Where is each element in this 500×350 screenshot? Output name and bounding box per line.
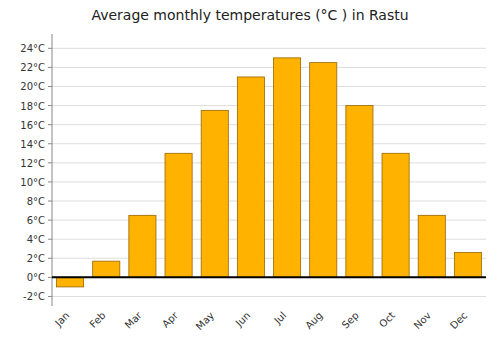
bar: [454, 253, 481, 278]
grid: [52, 48, 486, 296]
y-axis: -2°C 0°C 2°C 4°C 6°C 8°C 10°C 12°C 14°C 16°C 18°C 2…: [20, 34, 52, 306]
y-tick: [48, 239, 52, 240]
y-tick: [48, 201, 52, 202]
x-tick-label: Jul: [271, 310, 288, 327]
x-tick-label: Apr: [160, 309, 181, 330]
y-tick-label: 20°C: [20, 81, 45, 92]
x-tick-label: Jun: [233, 310, 253, 330]
y-tick-label: 22°C: [20, 62, 45, 73]
x-tick-label: May: [194, 310, 216, 332]
x-tick-label: Sep: [340, 310, 361, 331]
grid-line: [52, 48, 486, 49]
y-tick-label: 6°C: [27, 215, 45, 226]
grid-line: [52, 162, 486, 163]
y-tick-label: -2°C: [23, 291, 45, 302]
bar: [237, 77, 264, 277]
grid-line: [52, 86, 486, 87]
bar: [274, 58, 301, 278]
y-tick: [48, 258, 52, 259]
page: {"chart_data": {"type": "bar", "title": …: [0, 0, 500, 350]
x-tick-label: Aug: [303, 310, 325, 332]
y-tick: [48, 220, 52, 221]
grid-line: [52, 296, 486, 297]
x-axis: Jan Feb Mar Apr May Jun Jul Aug Sep Oct Nov Dec: [52, 309, 469, 332]
bar: [57, 277, 84, 287]
bar: [418, 215, 445, 277]
grid-line: [52, 201, 486, 202]
x-tick-label: Jan: [52, 310, 71, 329]
y-tick: [48, 105, 52, 106]
x-tick-label: Mar: [123, 309, 145, 331]
y-tick-label: 2°C: [27, 253, 45, 264]
chart-container: Average monthly temperatures (°C ) in Ra…: [0, 0, 500, 350]
x-tick-label: Feb: [87, 310, 107, 330]
bar: [165, 153, 192, 277]
y-tick: [48, 277, 52, 278]
grid-line: [52, 143, 486, 144]
y-tick: [48, 67, 52, 68]
zero-line: [52, 276, 486, 278]
title: Average monthly temperatures (°C ) in Ra…: [91, 7, 408, 23]
y-tick-label: 24°C: [20, 43, 45, 54]
y-tick: [48, 143, 52, 144]
y-tick: [48, 181, 52, 182]
grid-line: [52, 124, 486, 125]
y-tick: [48, 296, 52, 297]
bar: [382, 153, 409, 277]
bar: [346, 106, 373, 278]
y-axis-line: [52, 34, 53, 306]
y-tick-label: 12°C: [20, 158, 45, 169]
bars: [57, 58, 482, 287]
bar: [201, 110, 228, 277]
bar: [310, 63, 337, 278]
grid-line: [52, 105, 486, 106]
grid-line: [52, 277, 486, 278]
bar: [129, 215, 156, 277]
y-tick-label: 18°C: [20, 101, 45, 112]
grid-line: [52, 67, 486, 68]
y-tick-label: 16°C: [20, 120, 45, 131]
x-tick-label: Nov: [412, 310, 434, 332]
grid-line: [52, 181, 486, 182]
bar: [93, 261, 120, 277]
y-tick-label: 10°C: [20, 177, 45, 188]
y-tick-label: 4°C: [27, 234, 45, 245]
y-tick: [48, 86, 52, 87]
x-tick-label: Dec: [448, 310, 469, 331]
x-tick-label: Oct: [377, 310, 397, 330]
y-tick: [48, 48, 52, 49]
y-tick-label: 14°C: [20, 139, 45, 150]
y-tick: [48, 124, 52, 125]
y-tick: [48, 162, 52, 163]
y-tick-label: 8°C: [27, 196, 45, 207]
y-tick-label: 0°C: [27, 272, 45, 283]
chart: Average monthly temperatures (°C ) in Ra…: [0, 0, 500, 350]
